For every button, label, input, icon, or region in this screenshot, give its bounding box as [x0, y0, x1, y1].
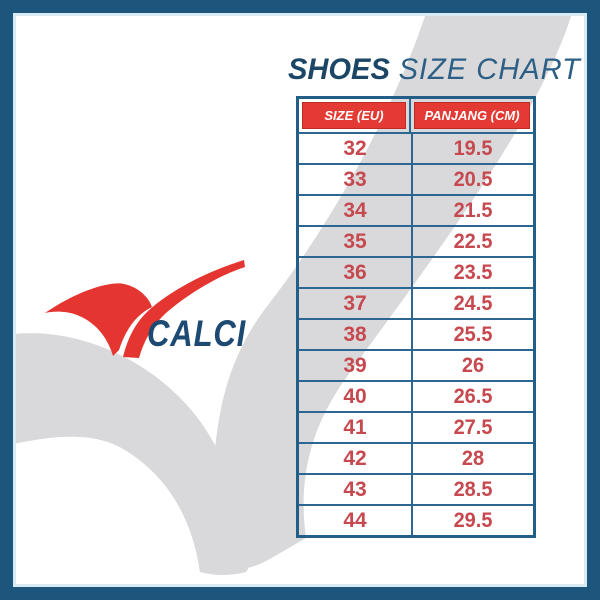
header-label-size-eu: SIZE (EU) [302, 102, 406, 129]
table-row: 37 24.5 [299, 287, 533, 318]
size-eu-cell: 32 [299, 134, 413, 163]
panjang-cm-cell: 26 [461, 354, 485, 377]
size-eu-cell: 42 [299, 444, 413, 473]
size-eu-cell: 36 [299, 258, 413, 287]
title-word-shoes: SHOES [288, 53, 390, 86]
panjang-cm-cell: 22.5 [453, 230, 493, 253]
table-row: 38 25.5 [299, 318, 533, 349]
size-eu-cell: 39 [299, 351, 413, 380]
size-eu-cell: 37 [299, 289, 413, 318]
table-row: 34 21.5 [299, 194, 533, 225]
size-eu-cell: 38 [299, 320, 413, 349]
bottom-left-swoosh-shape [16, 333, 251, 575]
size-table-body: 32 19.5 33 20.5 34 21.5 35 22.5 36 23.5 37 24.5 38 25… [299, 134, 533, 535]
panjang-cm-cell: 21.5 [453, 199, 493, 222]
page-title: SHOES SIZE CHART [288, 55, 581, 85]
table-row: 33 20.5 [299, 163, 533, 194]
header-cell-panjang-cm: PANJANG (CM) [411, 99, 533, 132]
table-row: 40 26.5 [299, 380, 533, 411]
table-row: 35 22.5 [299, 225, 533, 256]
size-eu-cell: 43 [299, 475, 413, 504]
table-row: 39 26 [299, 349, 533, 380]
size-eu-cell: 35 [299, 227, 413, 256]
calci-bird-icon [45, 260, 245, 358]
header-cell-size-eu: SIZE (EU) [299, 99, 411, 132]
poster-card: SHOES SIZE CHART CALCI SIZE (EU) PANJANG… [13, 13, 587, 587]
panjang-cm-cell: 29.5 [453, 509, 493, 532]
size-eu-cell: 34 [299, 196, 413, 225]
table-row: 44 29.5 [299, 504, 533, 535]
panjang-cm-cell: 24.5 [453, 292, 493, 315]
logo-left-wing-shape [45, 283, 152, 356]
brand-name: CALCI [147, 313, 247, 354]
panjang-cm-cell: 28.5 [453, 478, 493, 501]
panjang-cm-cell: 28 [461, 447, 485, 470]
size-eu-cell: 40 [299, 382, 413, 411]
table-row: 43 28.5 [299, 473, 533, 504]
table-row: 32 19.5 [299, 134, 533, 163]
panjang-cm-cell: 23.5 [453, 261, 493, 284]
table-row: 36 23.5 [299, 256, 533, 287]
panjang-cm-cell: 27.5 [453, 416, 493, 439]
table-header-row: SIZE (EU) PANJANG (CM) [299, 99, 533, 134]
size-chart-table: SIZE (EU) PANJANG (CM) 32 19.5 33 20.5 34 21.… [296, 96, 536, 538]
logo-right-wing-shape [123, 260, 245, 358]
size-eu-cell: 44 [299, 506, 413, 535]
panjang-cm-cell: 26.5 [453, 385, 493, 408]
panjang-cm-cell: 20.5 [453, 168, 493, 191]
table-row: 42 28 [299, 442, 533, 473]
table-row: 41 27.5 [299, 411, 533, 442]
size-eu-cell: 41 [299, 413, 413, 442]
title-words-size-chart: SIZE CHART [398, 53, 581, 86]
panjang-cm-cell: 19.5 [453, 137, 493, 160]
size-eu-cell: 33 [299, 165, 413, 194]
header-label-panjang-cm: PANJANG (CM) [414, 102, 530, 129]
panjang-cm-cell: 25.5 [453, 323, 493, 346]
